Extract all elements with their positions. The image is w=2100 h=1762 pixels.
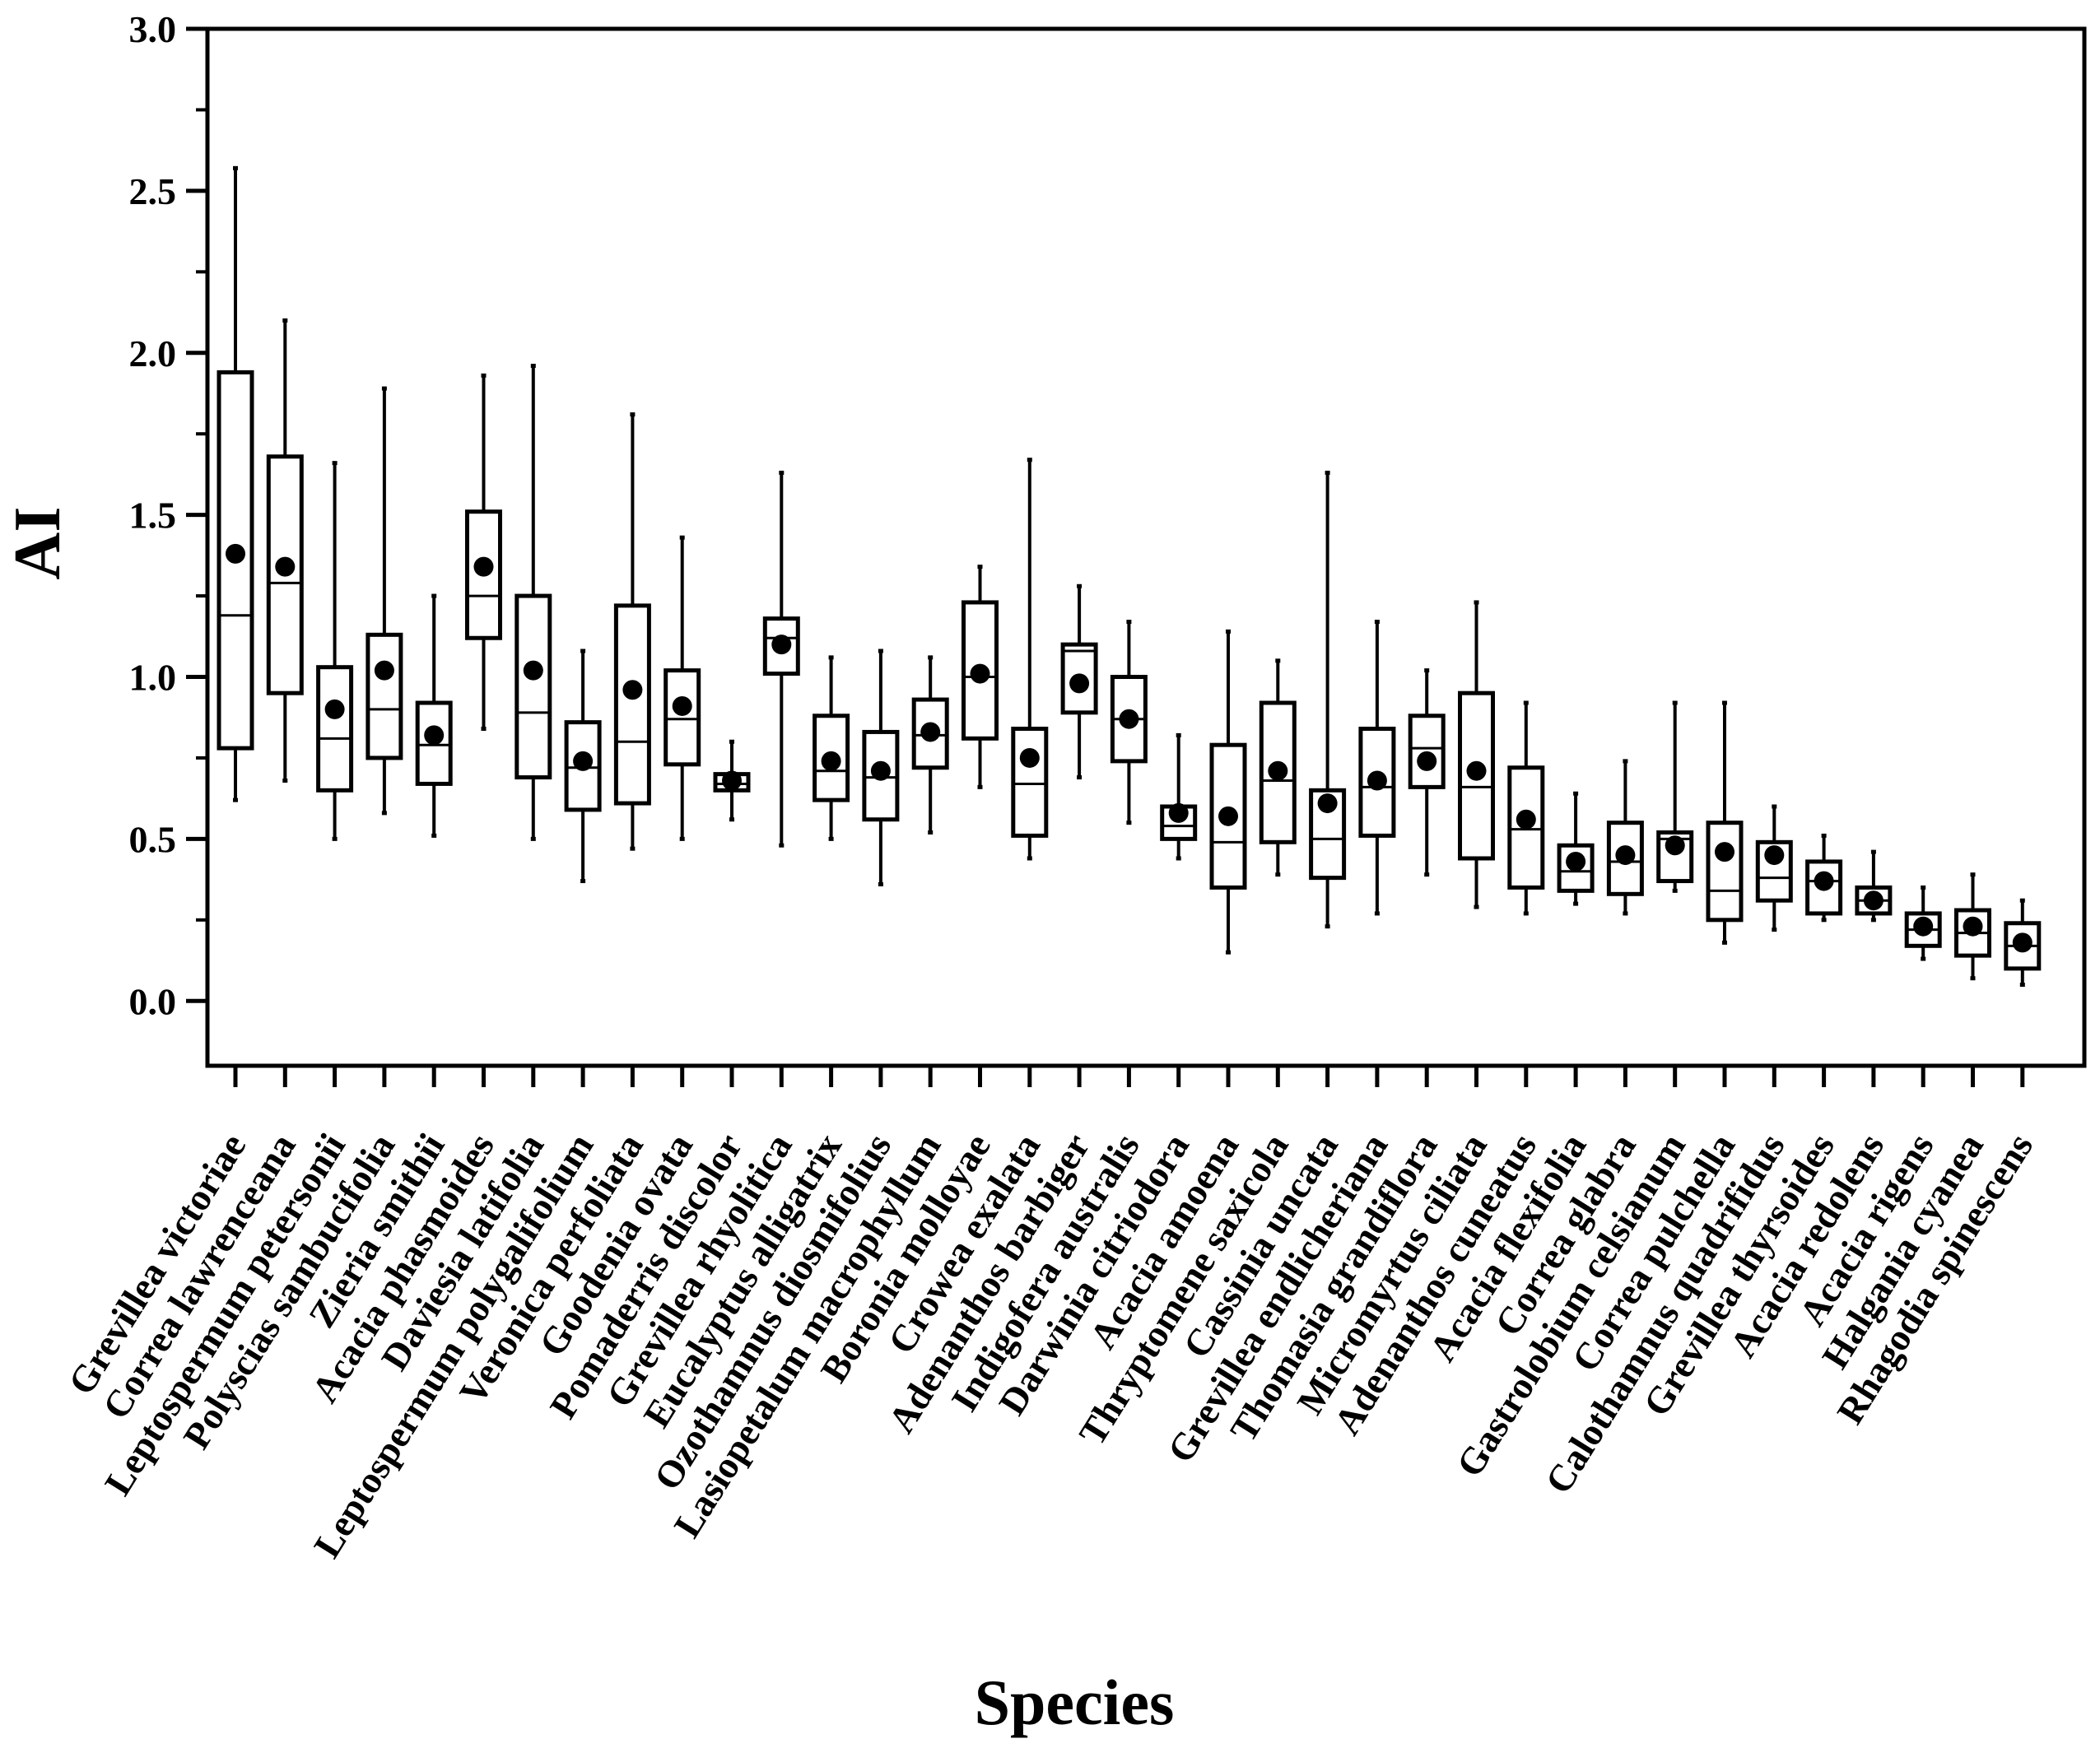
mean-marker	[324, 699, 345, 719]
box-iqr	[1557, 843, 1595, 893]
x-axis-title: Species	[975, 1667, 1175, 1738]
plot-frame	[205, 26, 2087, 1068]
y-axis-title: AI	[2, 507, 74, 580]
mean-marker	[1566, 851, 1586, 872]
mean-marker	[1218, 806, 1238, 826]
mean-marker	[722, 770, 742, 791]
mean-marker	[226, 543, 245, 564]
mean-marker	[473, 556, 494, 577]
mean-marker	[2012, 932, 2032, 953]
mean-marker	[1516, 809, 1536, 830]
mean-marker	[1814, 871, 1834, 891]
y-tick-label: 2.5	[129, 170, 177, 212]
box-iqr	[515, 593, 552, 780]
mean-marker	[1913, 916, 1934, 937]
box-iqr	[1805, 859, 1843, 916]
mean-marker	[523, 660, 543, 681]
mean-marker	[573, 751, 594, 771]
mean-marker	[672, 695, 692, 716]
mean-marker	[1764, 845, 1785, 866]
y-axis: 0.0 0.5 1.0 1.5 2.0 2.5 3.0	[129, 8, 207, 1022]
mean-marker	[424, 725, 445, 746]
mean-marker	[622, 680, 643, 700]
mean-marker	[1317, 793, 1338, 814]
mean-marker	[374, 660, 394, 681]
y-tick-label: 2.0	[129, 332, 177, 374]
mean-marker	[275, 556, 296, 577]
box-series	[217, 165, 2042, 988]
mean-marker	[1119, 709, 1139, 729]
mean-marker	[1665, 835, 1685, 856]
mean-marker	[920, 722, 941, 742]
mean-marker	[1863, 890, 1883, 911]
box-iqr	[1011, 727, 1049, 838]
mean-marker	[970, 663, 990, 684]
mean-marker	[1367, 770, 1387, 791]
y-tick-label: 3.0	[129, 8, 177, 50]
box-iqr	[613, 603, 651, 806]
mean-marker	[1963, 916, 1983, 937]
box-iqr	[1706, 821, 1744, 923]
mean-marker	[1268, 760, 1288, 781]
mean-marker	[1417, 751, 1437, 771]
mean-marker	[1466, 760, 1487, 781]
mean-marker	[1168, 802, 1189, 823]
mean-marker	[771, 635, 792, 655]
box-iqr	[862, 729, 900, 822]
y-tick-label: 1.0	[129, 657, 177, 699]
mean-marker	[1615, 845, 1636, 866]
box-iqr	[366, 632, 403, 760]
mean-marker	[1715, 842, 1734, 862]
mean-marker	[1019, 747, 1040, 768]
box-iqr	[316, 665, 354, 793]
mean-marker	[870, 760, 891, 781]
mean-marker	[821, 751, 841, 771]
box-iqr	[1458, 690, 1495, 861]
box-iqr	[1408, 714, 1446, 789]
y-tick-label: 0.5	[129, 818, 177, 860]
box-iqr	[1606, 821, 1644, 896]
mean-marker	[1069, 673, 1090, 694]
y-tick-label: 1.5	[129, 495, 177, 537]
y-tick-label: 0.0	[129, 980, 177, 1022]
box-iqr	[664, 668, 701, 767]
